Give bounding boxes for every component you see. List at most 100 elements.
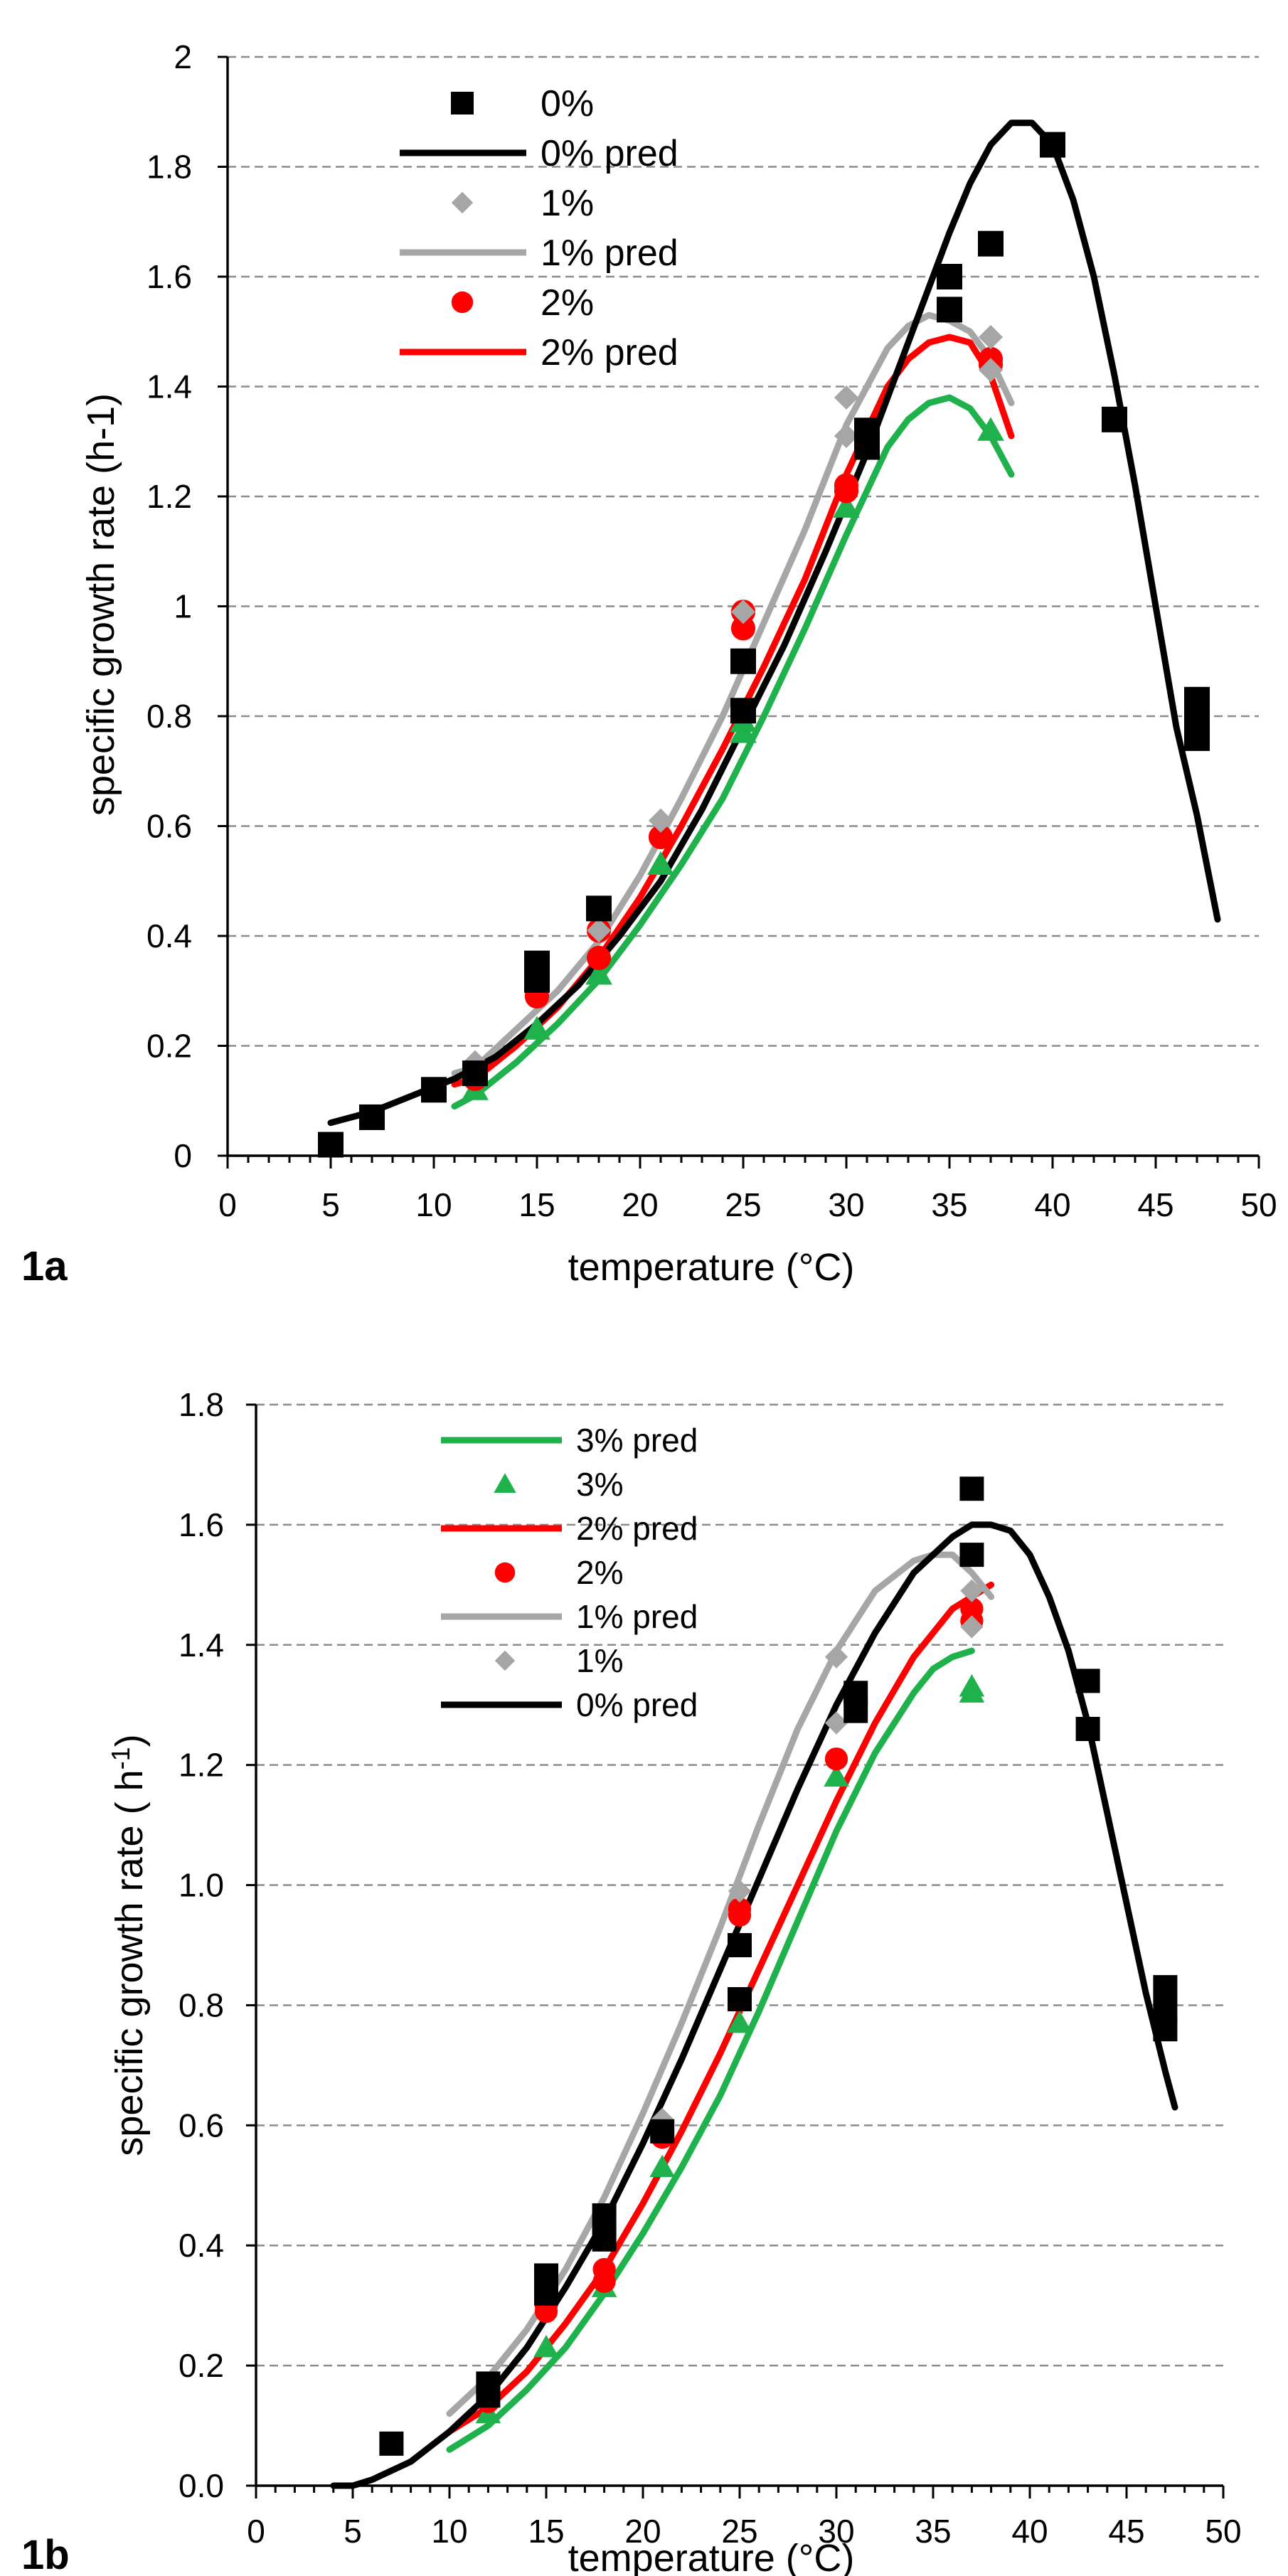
legend-marker-2pct <box>451 291 474 314</box>
data-point-0pct <box>359 1104 385 1130</box>
data-point-2pct <box>592 2257 616 2282</box>
y-tick-label: 0.2 <box>147 1028 192 1065</box>
y-axis-label-end: ) <box>108 1734 151 1747</box>
legend-marker-1pct <box>451 191 474 214</box>
x-tick-label: 0 <box>247 2513 265 2550</box>
x-minor-ticks <box>226 1156 1260 1169</box>
data-point-0pct <box>524 950 550 976</box>
data-point-0pct <box>1153 1975 1178 2000</box>
data-point-2pct <box>960 1597 984 1621</box>
x-tick-label: 15 <box>528 2513 564 2550</box>
data-point-0pct <box>318 1132 344 1158</box>
data-point-0pct <box>421 1077 447 1103</box>
y-tick-label: 0.2 <box>179 2347 224 2384</box>
series-points-0pct <box>318 132 1210 1158</box>
x-tick-label: 20 <box>622 1186 658 1223</box>
y-tick-label: 1.6 <box>179 1506 224 1543</box>
data-point-1pct <box>824 1645 848 1668</box>
data-point-3pct <box>649 2154 676 2178</box>
data-point-2pct <box>728 1898 752 1921</box>
series-line-2pct-pred <box>446 1581 995 2435</box>
data-point-1pct <box>834 385 859 410</box>
panel-label: 1a <box>21 1243 68 1289</box>
x-tick-label: 5 <box>344 2513 362 2550</box>
data-point-3pct <box>647 851 674 875</box>
legend-label-0pct-pred: 0% pred <box>541 133 678 174</box>
data-point-0pct <box>534 2263 558 2288</box>
x-tick-label: 40 <box>1034 1186 1070 1223</box>
data-point-0pct <box>1075 1668 1100 1693</box>
data-point-3pct <box>585 961 612 985</box>
legend-label-2pct-pred: 2% pred <box>576 1510 698 1547</box>
legend: 3% pred 3% 2% pred 2% 1% pred 1% 0% pred <box>441 1422 698 1723</box>
data-point-0pct <box>730 648 756 674</box>
legend-marker-2pct <box>494 1562 516 1583</box>
data-point-1pct <box>960 1615 984 1639</box>
y-tick-label: 1.6 <box>147 258 192 295</box>
x-minor-ticks <box>255 2486 1225 2498</box>
series-line-1pct-pred <box>451 312 1015 1077</box>
data-point-0pct <box>728 1987 752 2011</box>
x-tick-label: 45 <box>1137 1186 1173 1223</box>
x-tick-label: 20 <box>624 2513 661 2550</box>
y-tick-label: 1.8 <box>179 1386 224 1423</box>
data-point-0pct <box>1184 686 1210 713</box>
data-point-0pct <box>476 2371 501 2396</box>
y-tick-label: 0.4 <box>147 917 192 954</box>
legend-label-0pct: 0% <box>541 83 594 124</box>
legend-label-1pct: 1% <box>541 183 594 224</box>
legend-label-1pct-pred: 1% pred <box>541 233 678 274</box>
y-tick-label: 1 <box>174 588 192 625</box>
data-point-0pct <box>959 1476 984 1501</box>
y-axis-label-text: specific growth rate ( h <box>108 1769 151 2156</box>
data-point-0pct <box>592 2203 617 2228</box>
data-point-3pct <box>833 494 860 518</box>
series-line-3pct-pred <box>451 394 1015 1109</box>
data-point-3pct <box>523 1016 550 1040</box>
legend-label-2pct: 2% <box>541 282 594 324</box>
y-tick-label: 0.8 <box>179 1986 224 2023</box>
y-tick-label: 0 <box>174 1137 192 1174</box>
data-point-0pct <box>586 895 612 922</box>
x-tick-label: 50 <box>1240 1186 1277 1223</box>
data-point-0pct <box>1040 132 1065 158</box>
x-tick-label: 30 <box>818 2513 854 2550</box>
data-point-0pct <box>1153 1998 1178 2023</box>
y-tick-label: 2 <box>174 38 192 75</box>
y-tick-label: 1.4 <box>179 1627 224 1664</box>
data-point-2pct <box>586 945 612 970</box>
x-tick-label: 25 <box>721 2513 757 2550</box>
data-point-1pct <box>834 423 859 449</box>
x-tick-label: 30 <box>828 1186 864 1223</box>
y-tick-label: 0.4 <box>179 2227 224 2264</box>
legend-label-2pct-pred: 2% pred <box>541 332 678 373</box>
data-point-1pct <box>978 324 1004 350</box>
data-point-1pct <box>824 1711 848 1735</box>
x-tick-label: 35 <box>931 1186 967 1223</box>
data-point-0pct <box>650 2119 675 2144</box>
y-tick-label: 0.6 <box>179 2107 224 2144</box>
y-axis-label-text: specific growth rate (h-1) <box>80 393 122 816</box>
x-tick-label: 10 <box>431 2513 467 2550</box>
data-point-1pct <box>586 918 612 943</box>
series-line-0pct-pred <box>327 119 1221 1127</box>
y-tick-label: 1.0 <box>179 1867 224 1904</box>
legend: 0% 0% pred 1% 1% pred 2% 2% pred <box>400 83 678 373</box>
data-point-0pct <box>959 1543 984 1568</box>
x-tick-label: 50 <box>1205 2513 1241 2550</box>
y-axis-label: specific growth rate (h-1) <box>80 393 122 816</box>
y-tick-label: 0.6 <box>147 808 192 845</box>
data-point-0pct <box>843 1681 868 1705</box>
x-axis-label: temperature (°C) <box>568 2537 855 2576</box>
chart-1a: 00.20.40.60.811.21.41.61.820 5 10 15 20 25 30 3… <box>21 38 1277 1289</box>
data-point-0pct <box>854 417 880 444</box>
x-tick-label: 40 <box>1011 2513 1048 2550</box>
data-point-0pct <box>937 264 962 289</box>
data-point-0pct <box>462 1060 488 1087</box>
x-tick-label: 5 <box>321 1186 340 1223</box>
legend-label-3pct-pred: 3% pred <box>576 1422 698 1459</box>
series-group <box>330 1476 1178 2489</box>
legend-label-0pct-pred: 0% pred <box>576 1686 698 1723</box>
data-point-0pct <box>730 698 756 724</box>
